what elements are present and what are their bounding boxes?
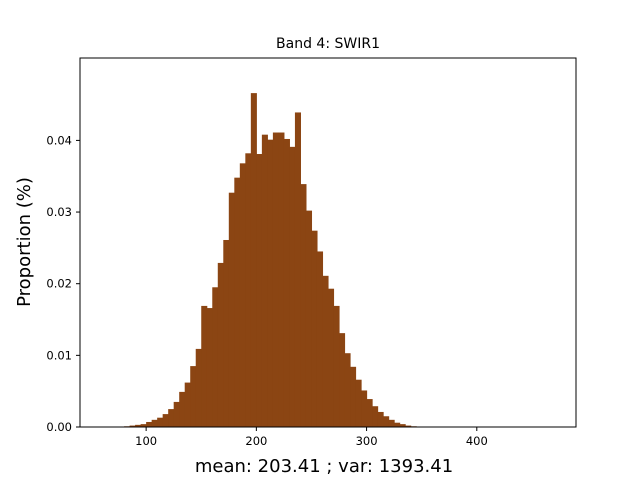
histogram-bar bbox=[228, 192, 235, 427]
histogram-bar bbox=[361, 390, 368, 427]
histogram-bar bbox=[184, 382, 191, 427]
histogram-bar bbox=[173, 401, 180, 427]
histogram-bar bbox=[305, 210, 313, 427]
x-tick-label: 200 bbox=[245, 434, 267, 448]
histogram-bar bbox=[344, 353, 351, 427]
histogram-bar bbox=[135, 424, 142, 427]
histogram-bar bbox=[245, 153, 252, 428]
histogram-bar bbox=[300, 184, 307, 427]
histogram-bar bbox=[383, 416, 390, 427]
histogram-bar bbox=[157, 417, 164, 427]
histogram-bar bbox=[399, 424, 406, 427]
histogram-bar bbox=[322, 275, 329, 427]
histogram-bar bbox=[162, 414, 169, 427]
histogram-bar bbox=[212, 287, 219, 427]
histogram-bar bbox=[261, 134, 268, 428]
histogram-bar bbox=[206, 308, 213, 427]
histogram-bar bbox=[146, 421, 153, 427]
histogram-bar bbox=[278, 132, 285, 427]
histogram-bar bbox=[250, 93, 257, 428]
y-tick-label: 0.00 bbox=[46, 420, 72, 434]
histogram-bar bbox=[394, 422, 401, 427]
histogram-bar bbox=[283, 138, 290, 427]
histogram-bar bbox=[316, 251, 324, 427]
y-tick-label: 0.01 bbox=[46, 348, 72, 362]
x-tick-label: 400 bbox=[466, 434, 488, 448]
histogram-bar bbox=[294, 112, 301, 427]
x-axis-ticks: 100 200 300 400 bbox=[135, 427, 488, 448]
histogram-bar bbox=[201, 305, 208, 427]
histogram-bar bbox=[350, 366, 357, 427]
x-tick-label: 300 bbox=[356, 434, 378, 448]
histogram-bar bbox=[129, 425, 136, 427]
histogram-bar bbox=[311, 230, 318, 427]
histogram-bar bbox=[328, 288, 335, 427]
histogram-bar bbox=[195, 348, 202, 427]
histogram-bar bbox=[256, 154, 263, 427]
y-axis-label: Proportion (%) bbox=[14, 177, 35, 307]
histogram-bar bbox=[217, 262, 224, 427]
histogram-bar bbox=[289, 146, 296, 427]
histogram-bar bbox=[223, 239, 230, 427]
histogram-bar bbox=[272, 132, 279, 427]
histogram-bar bbox=[168, 409, 175, 427]
histogram-bar bbox=[267, 139, 274, 427]
histogram-bar bbox=[372, 406, 379, 427]
y-tick-label: 0.03 bbox=[46, 205, 72, 219]
histogram-bar bbox=[234, 177, 241, 427]
y-tick-label: 0.02 bbox=[46, 277, 72, 291]
histogram-bar bbox=[140, 424, 147, 427]
x-tick-label: 100 bbox=[135, 434, 157, 448]
histogram-bar bbox=[388, 419, 395, 427]
histogram-bar bbox=[151, 419, 158, 427]
histogram-bar bbox=[239, 163, 246, 427]
chart-title: Band 4: SWIR1 bbox=[276, 36, 380, 52]
y-axis-ticks: 0.00 0.01 0.02 0.03 0.04 bbox=[46, 133, 80, 434]
histogram-bar bbox=[179, 391, 186, 427]
histogram-bar bbox=[339, 333, 346, 427]
plot-frame bbox=[79, 57, 577, 428]
histogram-bar bbox=[333, 305, 340, 427]
x-axis-label: mean: 203.41 ; var: 1393.41 bbox=[195, 456, 453, 477]
histogram-bar bbox=[366, 399, 373, 427]
histogram-bar bbox=[355, 379, 362, 427]
histogram-bar bbox=[190, 366, 197, 427]
histogram-bar bbox=[405, 425, 412, 427]
y-tick-label: 0.04 bbox=[46, 133, 72, 147]
histogram-bar bbox=[377, 411, 384, 427]
bars-group bbox=[124, 93, 417, 428]
